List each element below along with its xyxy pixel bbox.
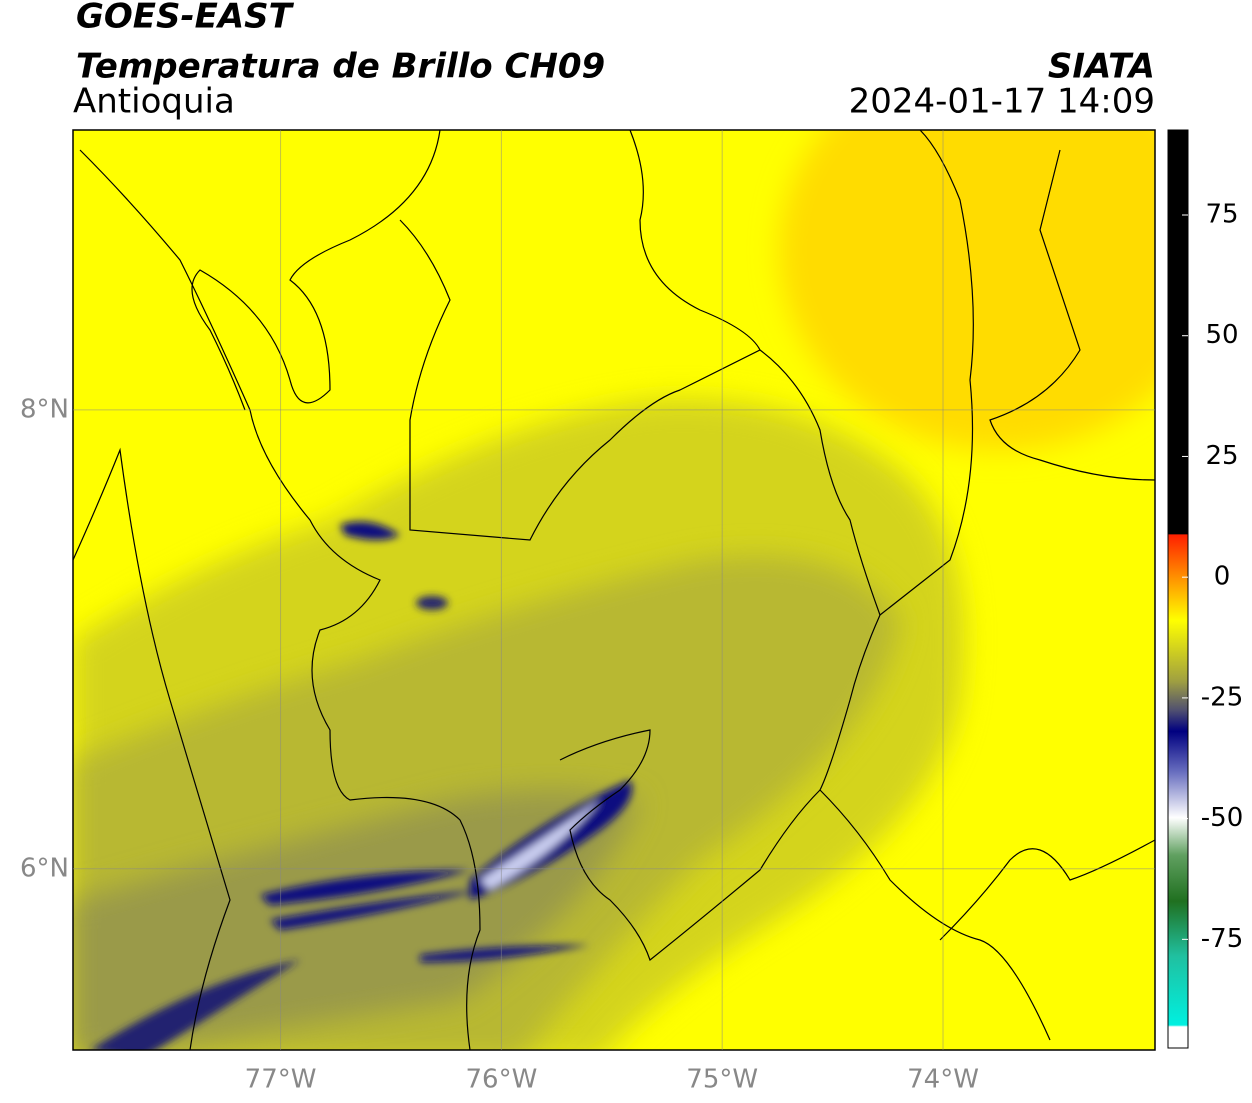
title: GOES-EAST (76, 0, 295, 37)
lat-tick-label: 6°N (20, 853, 69, 883)
source: SIATA (1048, 47, 1155, 87)
colorbar-tick-label: 0 (1214, 562, 1231, 592)
timestamp: 2024-01-17 14:09 (849, 82, 1155, 122)
lat-tick-label: 8°N (20, 394, 69, 424)
colorbar-tick-label: -75 (1201, 924, 1243, 954)
lon-tick-label: 77°W (245, 1065, 317, 1095)
lon-tick-label: 76°W (465, 1065, 537, 1095)
lon-tick-label: 75°W (686, 1065, 758, 1095)
region: Antioquia (73, 82, 235, 122)
lon-tick-label: 74°W (907, 1065, 979, 1095)
colorbar (1167, 129, 1189, 1049)
colorbar-tick-label: 50 (1205, 320, 1238, 350)
colorbar-tick-label: 75 (1205, 199, 1238, 229)
colorbar-tick-label: -25 (1201, 682, 1243, 712)
subtitle: Temperatura de Brillo CH09 (76, 47, 605, 87)
colorbar-tick-label: 25 (1205, 441, 1238, 471)
colorbar-tick-label: -50 (1201, 803, 1243, 833)
map (73, 130, 1155, 1050)
map-frame (72, 129, 1156, 1051)
